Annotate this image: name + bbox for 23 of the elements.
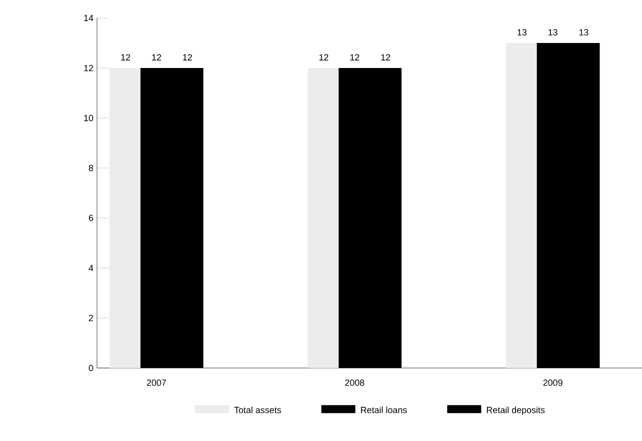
y-tick-label: 8	[88, 164, 94, 172]
x-tick-label: 2007	[146, 380, 166, 386]
data-label: 12	[350, 54, 360, 60]
data-label: 13	[579, 29, 588, 36]
x-tick-label: 2008	[345, 380, 364, 386]
y-tick-label: 2	[88, 314, 94, 322]
data-label: 13	[548, 29, 558, 36]
legend-label: Retail loans	[361, 406, 407, 414]
data-label: 12	[381, 54, 390, 60]
y-tick-label: 0	[88, 364, 94, 372]
y-tick-label: 12	[84, 64, 94, 72]
data-label: 12	[319, 54, 328, 60]
y-tick-label: 6	[88, 214, 94, 222]
legend-label: Retail deposits	[486, 406, 545, 415]
legend-label: Total assets	[234, 406, 282, 414]
y-tick-label: 4	[88, 264, 94, 272]
data-label: 12	[152, 54, 161, 60]
data-label: 13	[518, 29, 526, 36]
y-tick-label: 14	[84, 14, 94, 22]
data-label: 12	[183, 54, 192, 60]
y-tick-label: 10	[84, 114, 94, 122]
x-tick-label: 2009	[543, 380, 562, 386]
data-label: 12	[121, 54, 130, 60]
